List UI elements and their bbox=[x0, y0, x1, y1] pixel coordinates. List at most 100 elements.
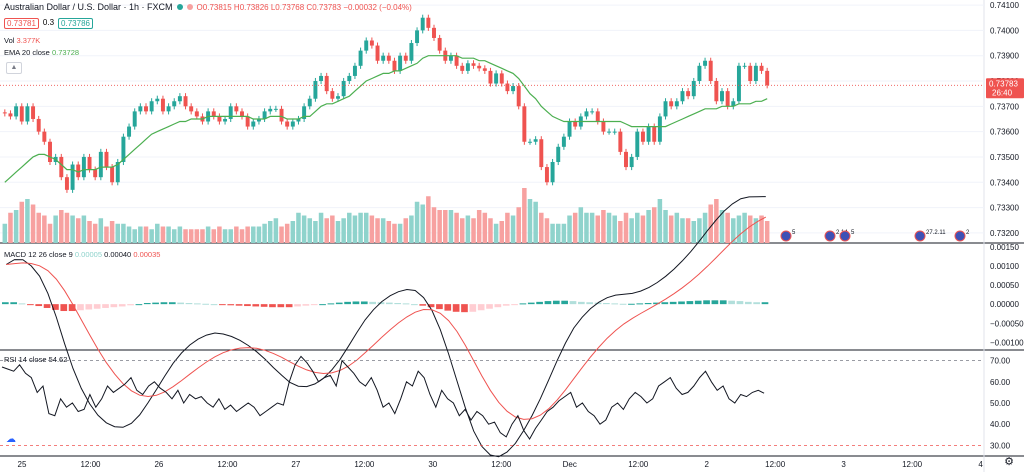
candle-body bbox=[59, 156, 64, 178]
candle bbox=[505, 80, 510, 95]
candle bbox=[477, 62, 482, 72]
candle bbox=[624, 148, 628, 171]
candle bbox=[409, 39, 414, 64]
volume-bar bbox=[719, 210, 725, 243]
candle-body bbox=[160, 98, 165, 112]
candle-body bbox=[307, 98, 312, 107]
price-tick-label: 0.74100 bbox=[990, 1, 1019, 10]
volume-bar bbox=[753, 218, 759, 243]
candle-body bbox=[262, 111, 267, 119]
candle bbox=[341, 77, 346, 100]
candle-body bbox=[612, 131, 617, 133]
candle bbox=[81, 153, 86, 181]
volume-bar bbox=[87, 221, 92, 243]
candle bbox=[279, 105, 284, 125]
candle bbox=[127, 123, 132, 140]
macd-histogram-bar bbox=[360, 301, 368, 305]
candle bbox=[539, 136, 544, 171]
candle bbox=[98, 148, 103, 181]
candle bbox=[595, 108, 600, 125]
sell-button[interactable]: 0.73781 bbox=[4, 18, 39, 29]
candle-body bbox=[324, 75, 329, 92]
candle bbox=[533, 136, 538, 145]
time-tick-label: 27 bbox=[291, 460, 300, 469]
macd-legend[interactable]: MACD 12 26 close 9 0.00005 0.00040 0.000… bbox=[4, 250, 160, 259]
candle-body bbox=[313, 81, 318, 99]
volume-bar bbox=[651, 207, 657, 243]
volume-bar bbox=[702, 212, 708, 243]
volume-bar bbox=[544, 218, 550, 243]
macd-tick-label: 0.00100 bbox=[990, 262, 1019, 271]
candle-body bbox=[93, 169, 98, 178]
collapse-legend-icon[interactable]: ▲ bbox=[6, 62, 22, 74]
buy-button[interactable]: 0.73786 bbox=[58, 18, 93, 29]
candle bbox=[352, 62, 357, 79]
volume-bar bbox=[143, 226, 149, 243]
event-flag-icon bbox=[839, 230, 851, 242]
ema-legend[interactable]: EMA 20 close 0.73728 bbox=[4, 48, 79, 57]
candle bbox=[618, 128, 623, 155]
macd-histogram-bar bbox=[93, 304, 101, 309]
candle bbox=[290, 118, 295, 130]
volume-bar bbox=[171, 229, 177, 243]
volume-bar bbox=[595, 215, 601, 243]
candle-body bbox=[731, 101, 736, 107]
candle bbox=[217, 113, 222, 125]
volume-bar bbox=[584, 212, 589, 243]
candle-body bbox=[753, 65, 758, 81]
tradingview-logo-icon[interactable]: ☁ bbox=[6, 434, 16, 445]
macd-histogram-bar bbox=[644, 302, 652, 305]
volume-bar bbox=[635, 212, 640, 243]
candle-body bbox=[505, 83, 510, 92]
candle-body bbox=[19, 106, 24, 122]
candle-body bbox=[680, 91, 685, 102]
candle bbox=[550, 158, 555, 186]
candle-body bbox=[132, 111, 137, 127]
volume-legend[interactable]: Vol 3.377K bbox=[4, 36, 40, 45]
market-status-icon bbox=[176, 4, 183, 10]
rsi-value: 54.62 bbox=[48, 355, 68, 364]
macd-histogram-bar bbox=[386, 302, 393, 305]
volume-bar bbox=[200, 229, 205, 243]
candle-body bbox=[381, 55, 386, 61]
candle bbox=[336, 93, 340, 102]
event-label: 5 bbox=[851, 230, 855, 236]
candle bbox=[183, 93, 188, 110]
candle-body bbox=[494, 73, 499, 84]
time-tick-label: 12:00 bbox=[628, 460, 649, 469]
candle bbox=[358, 47, 363, 69]
macd-line bbox=[5, 196, 766, 458]
candle bbox=[465, 60, 470, 74]
macd-tick-label: −0.00050 bbox=[990, 319, 1024, 328]
macd-histogram-bar bbox=[753, 302, 760, 305]
volume-bar bbox=[431, 207, 437, 243]
candle bbox=[364, 37, 369, 54]
candle-body bbox=[420, 17, 425, 31]
candle bbox=[426, 14, 431, 31]
candle bbox=[160, 95, 165, 115]
candle-body bbox=[48, 141, 52, 162]
price-tick-label: 0.73900 bbox=[990, 52, 1019, 61]
macd-histogram-bar bbox=[18, 303, 26, 305]
volume-bar bbox=[352, 215, 358, 243]
candle bbox=[742, 62, 747, 69]
rsi-legend[interactable]: RSI 14 close 54.62 bbox=[4, 355, 67, 364]
volume-bar bbox=[668, 215, 674, 243]
macd-tick-label: 0.00150 bbox=[990, 243, 1019, 252]
candle-body bbox=[646, 126, 651, 142]
candle-body bbox=[488, 70, 493, 84]
candle bbox=[25, 103, 30, 125]
last-price-badge bbox=[986, 78, 1024, 99]
macd-signal-value: 0.00035 bbox=[133, 250, 161, 259]
macd-histogram-bar bbox=[694, 300, 702, 305]
time-tick-label: 3 bbox=[841, 460, 846, 469]
gear-icon[interactable]: ⚙ bbox=[1004, 456, 1014, 468]
candle bbox=[256, 115, 261, 125]
candle-body bbox=[584, 111, 589, 117]
candle-body bbox=[629, 156, 634, 168]
macd-histogram-bar bbox=[494, 304, 502, 308]
candle-body bbox=[415, 30, 420, 44]
candle bbox=[522, 103, 527, 145]
candle-body bbox=[138, 106, 143, 112]
